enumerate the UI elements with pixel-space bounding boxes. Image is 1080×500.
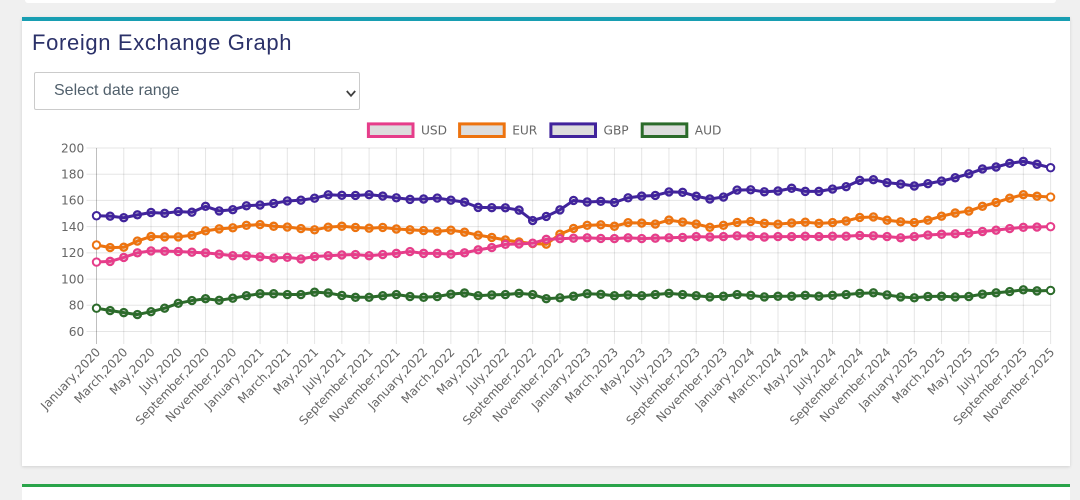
- svg-text:60: 60: [69, 325, 85, 339]
- svg-text:EUR: EUR: [512, 124, 538, 138]
- svg-text:160: 160: [61, 194, 84, 208]
- svg-text:AUD: AUD: [695, 124, 722, 138]
- svg-text:100: 100: [61, 272, 84, 286]
- svg-text:80: 80: [69, 299, 85, 313]
- svg-text:180: 180: [61, 168, 84, 182]
- svg-text:USD: USD: [421, 124, 447, 138]
- svg-text:200: 200: [61, 141, 84, 155]
- svg-text:120: 120: [61, 246, 84, 260]
- svg-text:140: 140: [61, 220, 84, 234]
- svg-text:GBP: GBP: [604, 124, 629, 138]
